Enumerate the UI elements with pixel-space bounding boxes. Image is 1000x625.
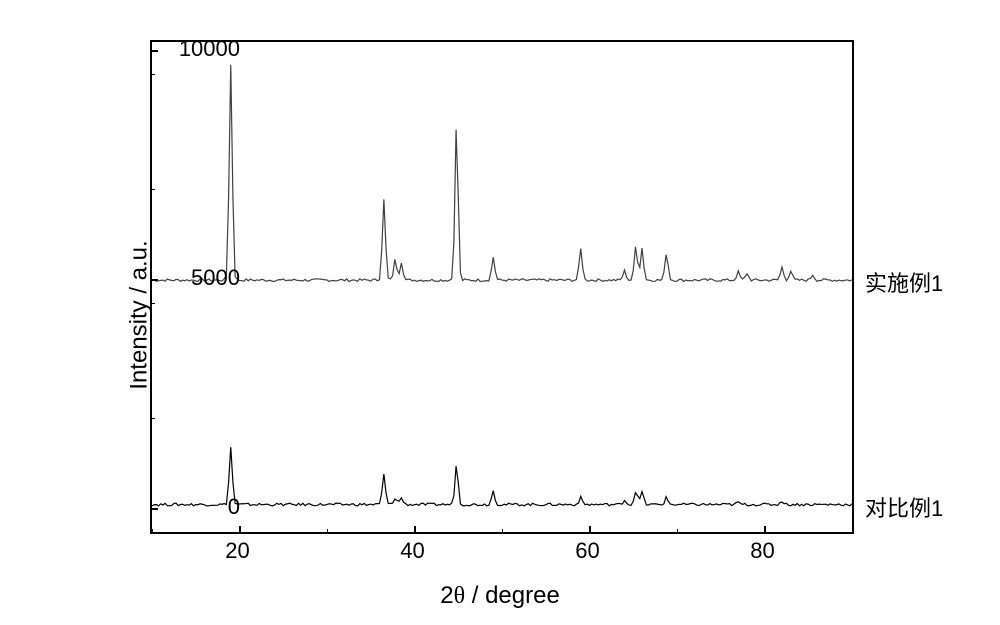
series-实施例1 xyxy=(152,65,852,282)
y-tick-label: 0 xyxy=(228,494,240,520)
x-tick-label: 20 xyxy=(225,538,249,564)
series-对比例1 xyxy=(152,447,852,506)
y-tick-label: 10000 xyxy=(179,36,240,62)
x-tick-label: 60 xyxy=(575,538,599,564)
x-tick-label: 80 xyxy=(750,538,774,564)
y-tick-label: 5000 xyxy=(191,265,240,291)
series-label: 对比例1 xyxy=(865,491,943,523)
xrd-plot-svg xyxy=(152,42,852,532)
x-axis-label: 2θ / degree xyxy=(440,582,560,610)
chart-container: Intensity / a.u. 2θ / degree 05000100002… xyxy=(50,20,950,610)
plot-area xyxy=(150,40,854,534)
series-label: 实施例1 xyxy=(865,266,943,298)
x-tick-label: 40 xyxy=(400,538,424,564)
